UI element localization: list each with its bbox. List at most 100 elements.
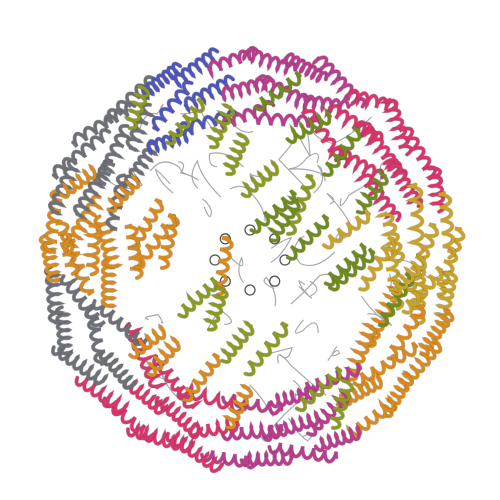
alpha-helix: [267, 442, 338, 464]
alpha-helix: [55, 220, 79, 276]
alpha-helix: [81, 223, 102, 276]
alpha-helix: [255, 112, 322, 128]
helix-bundles: [38, 45, 466, 474]
alpha-helix: [295, 365, 342, 412]
core-loop: [269, 275, 281, 287]
alpha-helix: [314, 424, 361, 453]
alpha-helix: [203, 286, 229, 332]
alpha-helix: [352, 341, 418, 388]
coil-loop: [229, 185, 266, 222]
alpha-helix: [294, 93, 350, 116]
coil-loop: [270, 236, 293, 263]
alpha-helix: [154, 396, 203, 437]
alpha-helix: [322, 208, 371, 250]
coil-loop: [292, 379, 302, 401]
coil-loop: [149, 161, 187, 175]
alpha-helix: [282, 52, 329, 84]
alpha-helix: [74, 374, 130, 414]
alpha-helix: [324, 104, 384, 145]
alpha-helix: [358, 235, 396, 292]
coil-loop: [228, 255, 245, 283]
alpha-helix: [61, 194, 104, 257]
coil-loop: [191, 159, 222, 198]
alpha-helix: [93, 214, 123, 269]
alpha-helix: [382, 246, 405, 311]
alpha-helix: [59, 164, 97, 199]
alpha-helix: [239, 449, 294, 468]
alpha-helix: [382, 157, 423, 208]
alpha-helix: [126, 421, 193, 454]
coil-loop: [288, 168, 326, 182]
alpha-helix: [98, 350, 138, 390]
coil-loop: [178, 161, 199, 181]
coil-loop: [294, 235, 336, 267]
alpha-helix: [261, 410, 320, 442]
helix-shadow: [219, 319, 255, 365]
alpha-helix: [328, 247, 375, 292]
alpha-helix: [329, 379, 354, 430]
alpha-helix: [188, 416, 240, 440]
alpha-helix: [71, 101, 137, 148]
alpha-helix: [128, 324, 166, 360]
core-loop: [244, 284, 256, 296]
alpha-helix: [249, 189, 297, 234]
alpha-helix: [254, 70, 302, 112]
helix-shadow: [240, 158, 280, 199]
coil-loop: [294, 319, 319, 334]
alpha-helix: [55, 305, 74, 356]
alpha-helix: [346, 88, 398, 111]
core-loop: [279, 254, 291, 266]
coil-loop: [263, 276, 277, 307]
alpha-helix: [221, 421, 284, 442]
alpha-helix: [354, 173, 402, 222]
alpha-helix: [85, 307, 108, 366]
alpha-helix: [375, 211, 405, 263]
alpha-helix: [184, 74, 235, 114]
alpha-helix: [44, 265, 66, 325]
alpha-helix: [182, 352, 221, 403]
alpha-helix: [51, 344, 109, 386]
alpha-helix: [240, 159, 279, 198]
alpha-helix: [223, 132, 250, 176]
alpha-helix: [165, 97, 205, 146]
alpha-helix: [425, 166, 446, 214]
alpha-helix: [52, 128, 111, 180]
alpha-helix: [344, 323, 377, 382]
alpha-helix: [401, 265, 444, 315]
alpha-helix: [124, 84, 150, 130]
coil-loop: [277, 354, 327, 396]
alpha-helix: [129, 197, 164, 250]
alpha-helix: [328, 145, 384, 182]
alpha-helix: [134, 213, 177, 270]
alpha-helix: [378, 271, 414, 327]
alpha-helix: [355, 169, 389, 215]
alpha-helix: [438, 191, 457, 260]
coil-loop: [326, 192, 353, 229]
alpha-helix: [177, 276, 218, 319]
alpha-helix: [267, 195, 301, 243]
alpha-helix: [200, 450, 260, 470]
alpha-helix: [152, 80, 194, 132]
alpha-helix: [95, 124, 134, 187]
alpha-helix: [147, 127, 194, 156]
alpha-helix: [173, 47, 219, 89]
alpha-helix: [91, 299, 149, 346]
alpha-helix: [387, 303, 426, 361]
alpha-helix: [146, 335, 181, 377]
coil-loop: [154, 167, 174, 194]
coil-loop: [289, 152, 319, 170]
alpha-helix: [141, 61, 182, 100]
alpha-helix: [124, 224, 144, 280]
coil-loop: [327, 345, 340, 361]
alpha-helix: [125, 102, 157, 152]
alpha-helix: [286, 213, 330, 261]
alpha-helix: [391, 254, 427, 296]
alpha-helix: [165, 430, 225, 473]
core-loop: [219, 233, 231, 245]
alpha-helix: [222, 384, 253, 430]
alpha-helix: [221, 393, 284, 416]
alpha-helix: [220, 320, 255, 364]
alpha-helix: [379, 98, 413, 157]
